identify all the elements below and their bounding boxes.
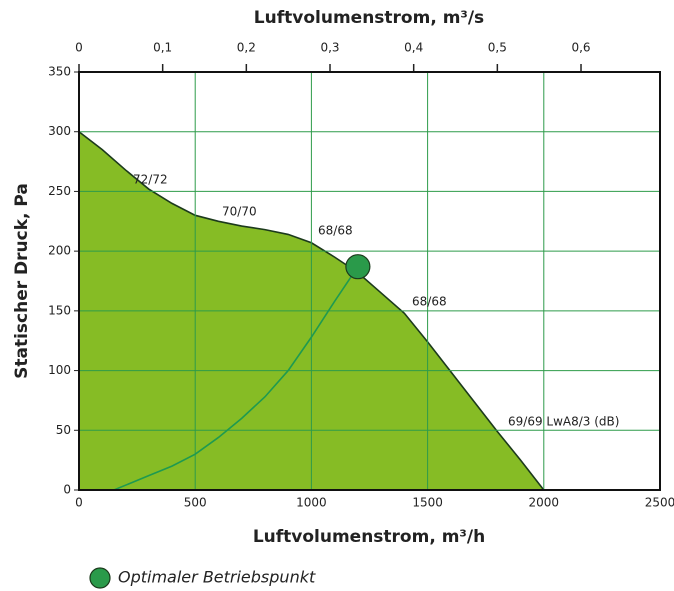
y-tick-label: 300 [48,124,71,138]
annotation: 69/69 LwA8/3 (dB) [508,415,619,429]
x-tick-label: 2500 [645,496,674,510]
y-tick-label: 350 [48,65,71,79]
x-tick-label: 1500 [412,496,443,510]
y-tick-label: 0 [63,483,71,497]
plot-frame [78,71,661,491]
y-tick-label: 200 [48,244,71,258]
system-curve [113,266,359,491]
x2-tick-label: 0,4 [404,41,423,55]
annotation: 68/68 [412,295,447,309]
x2-tick-label: 0,3 [320,41,339,55]
y-axis-label: Statischer Druck, Pa [12,183,32,379]
annotation: 72/72 [133,173,168,187]
annotation: 70/70 [222,205,257,219]
y-tick-label: 100 [48,363,71,377]
y-tick-label: 250 [48,184,71,198]
annotation: 68/68 [318,224,353,238]
x-tick-label: 500 [184,496,207,510]
x2-tick-label: 0,5 [488,41,507,55]
x-tick-label: 1000 [296,496,327,510]
x2-tick-label: 0 [75,41,83,55]
legend-marker [89,567,111,589]
x2-tick-label: 0,6 [571,41,590,55]
x2-tick-label: 0,2 [237,41,256,55]
x-tick-label: 0 [75,496,83,510]
y-tick-label: 50 [56,423,71,437]
x-axis-label: Luftvolumenstrom, m³/h [253,527,485,547]
x-tick-label: 2000 [529,496,560,510]
legend-label: Optimaler Betriebspunkt [118,568,316,587]
x2-tick-label: 0,1 [153,41,172,55]
operating-point [345,254,371,280]
y-tick-label: 150 [48,303,71,317]
chart-title: Luftvolumenstrom, m³/s [254,8,484,28]
